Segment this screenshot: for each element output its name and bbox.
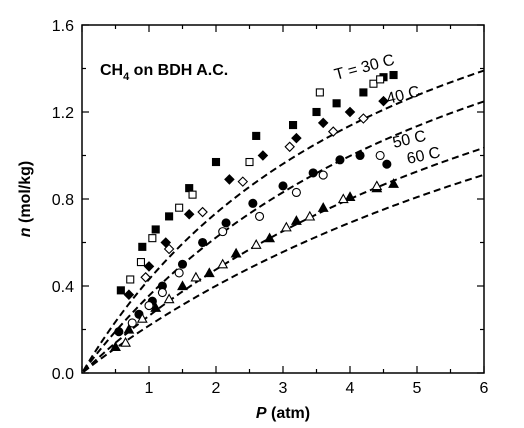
circle-marker: [279, 182, 287, 190]
circle-marker: [249, 199, 257, 207]
y-axis-symbol: n: [17, 227, 34, 237]
square-marker: [186, 185, 193, 192]
circle-marker: [158, 289, 166, 297]
square-marker: [166, 213, 173, 220]
square-marker: [246, 159, 253, 166]
square-marker: [290, 122, 297, 129]
square-marker: [139, 243, 146, 250]
y-axis-unit: (mol/kg): [17, 161, 34, 228]
square-marker: [117, 287, 124, 294]
y-axis-label: n (mol/kg): [17, 161, 34, 237]
square-marker: [377, 76, 384, 83]
x-axis-unit: (atm): [267, 405, 311, 422]
circle-marker: [292, 188, 300, 196]
circle-marker: [219, 228, 227, 236]
x-tick-label: 5: [413, 380, 422, 397]
y-tick-label: 1.6: [52, 18, 74, 35]
x-tick-label: 4: [346, 380, 355, 397]
square-marker: [360, 89, 367, 96]
square-marker: [149, 235, 156, 242]
x-tick-label: 6: [480, 380, 489, 397]
circle-marker: [309, 169, 317, 177]
x-tick-label: 1: [145, 380, 154, 397]
x-tick-label: 2: [212, 380, 221, 397]
x-tick-label: 3: [279, 380, 288, 397]
circle-marker: [199, 239, 207, 247]
circle-marker: [222, 219, 230, 227]
x-axis-label: P (atm): [256, 405, 310, 422]
square-marker: [390, 72, 397, 79]
circle-marker: [376, 152, 384, 160]
square-marker: [316, 89, 323, 96]
chart-title-rest: on BDH A.C.: [129, 62, 228, 79]
y-tick-label: 0.4: [52, 279, 74, 296]
circle-marker: [179, 260, 187, 268]
square-marker: [152, 226, 159, 233]
square-marker: [189, 191, 196, 198]
x-axis-symbol: P: [256, 405, 267, 422]
square-marker: [313, 109, 320, 116]
square-marker: [253, 132, 260, 139]
circle-marker: [175, 269, 183, 277]
circle-marker: [256, 212, 264, 220]
circle-marker: [356, 152, 364, 160]
chart-title-species: CH: [100, 62, 123, 79]
square-marker: [213, 159, 220, 166]
y-tick-label: 1.2: [52, 105, 74, 122]
square-marker: [333, 100, 340, 107]
square-marker: [370, 80, 377, 87]
square-marker: [127, 276, 134, 283]
y-tick-label: 0.0: [52, 366, 74, 383]
circle-marker: [383, 160, 391, 168]
circle-marker: [319, 171, 327, 179]
circle-marker: [336, 156, 344, 164]
circle-marker: [115, 328, 123, 336]
circle-marker: [145, 302, 153, 310]
square-marker: [137, 259, 144, 266]
square-marker: [176, 204, 183, 211]
y-tick-label: 0.8: [52, 192, 74, 209]
